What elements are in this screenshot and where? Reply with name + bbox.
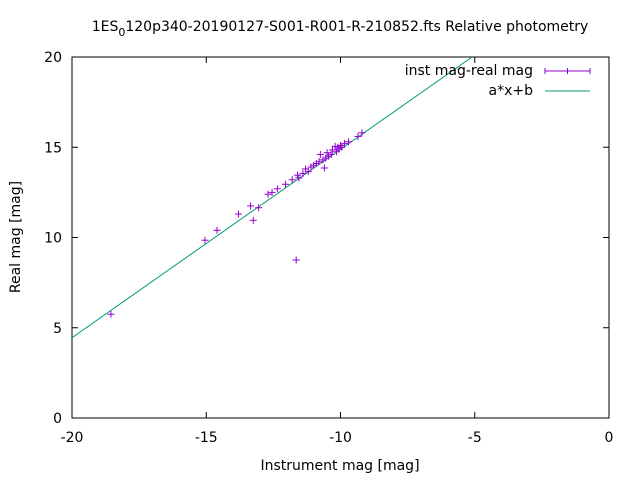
- axis-ticks: [71, 56, 610, 419]
- data-point: [320, 164, 328, 172]
- data-point: [234, 210, 242, 218]
- chart-title-subscript: 0: [118, 26, 125, 39]
- y-tick-label: 20: [44, 50, 62, 66]
- x-tick-label: -10: [329, 430, 352, 446]
- axis-tick-labels: -20 -15 -10 -5 0 0 5 10 15 20: [44, 50, 613, 446]
- y-tick-label: 5: [53, 321, 62, 337]
- legend: inst mag-real mag a*x+b: [405, 63, 591, 99]
- data-point: [328, 146, 336, 154]
- data-point: [264, 190, 272, 198]
- data-point: [315, 158, 323, 166]
- x-tick-label: -5: [468, 430, 482, 446]
- y-tick-label: 15: [44, 140, 62, 156]
- data-point: [249, 216, 257, 224]
- data-point: [316, 150, 324, 158]
- series-layer: [72, 57, 473, 339]
- data-point: [323, 149, 331, 157]
- data-point: [299, 169, 307, 177]
- data-point: [295, 174, 303, 182]
- data-point: [341, 140, 349, 148]
- x-tick-label: -15: [195, 430, 218, 446]
- data-point: [213, 226, 221, 234]
- x-tick-label: -20: [61, 430, 84, 446]
- legend-swatch-inst-mag: [544, 68, 591, 74]
- data-point: [268, 188, 276, 196]
- chart-title-suffix: 120p340-20190127-S001-R001-R-210852.fts …: [125, 19, 588, 35]
- x-tick-label: 0: [605, 430, 614, 446]
- data-point: [337, 141, 344, 149]
- y-axis-title: Real mag [mag]: [8, 181, 24, 293]
- chart-title: 1ES0120p340-20190127-S001-R001-R-210852.…: [92, 19, 589, 39]
- data-point: [292, 256, 300, 264]
- data-point: [338, 143, 346, 151]
- data-point: [281, 180, 289, 188]
- data-point: [358, 129, 366, 137]
- data-point: [345, 138, 353, 146]
- data-point: [201, 236, 209, 244]
- x-axis-title: Instrument mag [mag]: [260, 458, 419, 474]
- data-point: [288, 176, 296, 184]
- y-tick-label: 10: [44, 231, 62, 247]
- fit-line: [72, 57, 473, 339]
- data-point: [327, 150, 335, 158]
- chart-title-prefix: 1ES: [92, 19, 119, 35]
- data-point: [273, 185, 281, 193]
- data-point: [107, 310, 115, 318]
- plot-frame: [71, 56, 610, 419]
- legend-label-fit-line: a*x+b: [489, 83, 534, 99]
- data-point: [304, 168, 312, 176]
- data-point: [354, 132, 362, 140]
- y-tick-label: 0: [53, 411, 62, 427]
- data-point: [255, 204, 263, 212]
- data-point: [247, 202, 255, 210]
- legend-label-inst-mag: inst mag-real mag: [405, 63, 533, 79]
